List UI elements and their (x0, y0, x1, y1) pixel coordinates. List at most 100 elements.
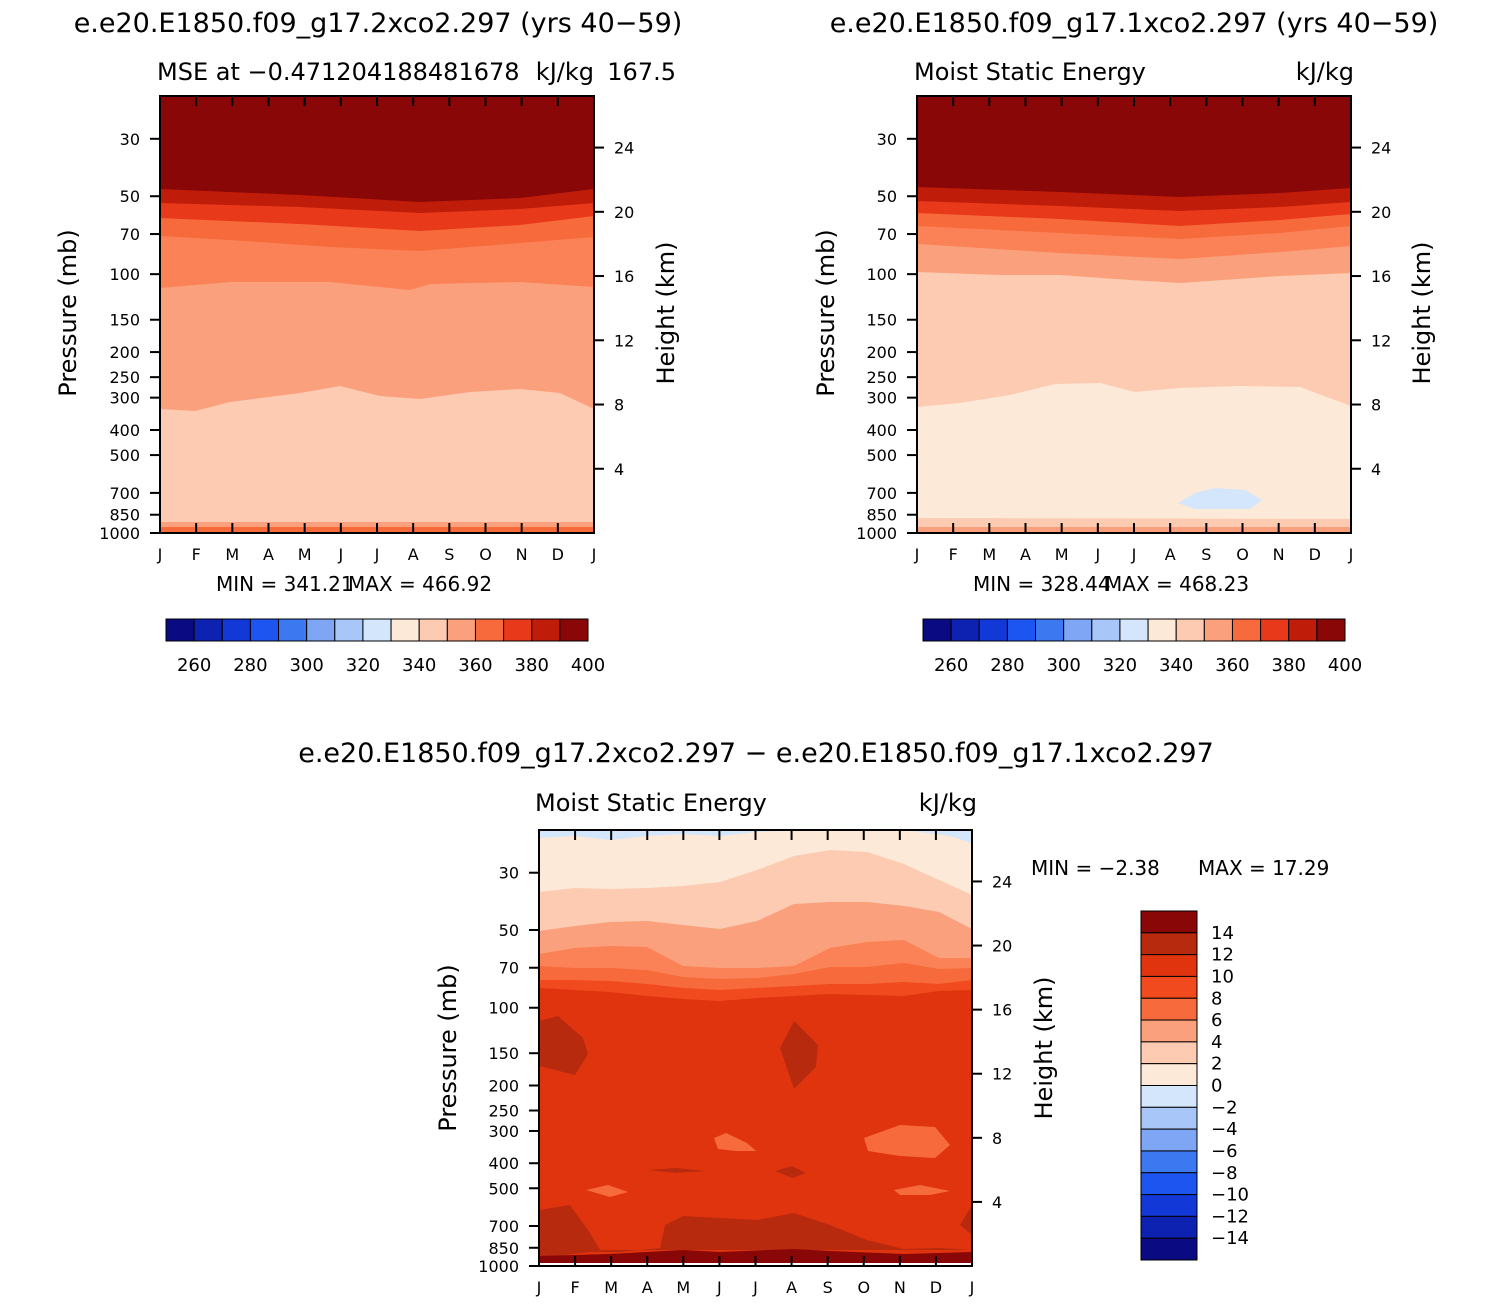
y-tick-right-label: 8 (992, 1129, 1002, 1148)
band-8-10-patch-jun (714, 1133, 756, 1151)
y-tick-right-label: 20 (1371, 203, 1391, 222)
colorbar-label: 8 (1211, 988, 1222, 1009)
y-tick-label: 200 (866, 343, 897, 362)
y-tick-label: 30 (499, 864, 519, 883)
y-tick-label: 1000 (99, 524, 140, 543)
colorbar-2xco2: 260 280 300 320 340 360 380 400 (165, 618, 605, 676)
colorbar-box (1140, 1106, 1198, 1130)
panel-1xco2: e.e20.E1850.f09_g17.1xco2.297 (yrs 40−59… (812, 8, 1438, 676)
max-label-difference: MAX = 17.29 (1198, 856, 1329, 880)
y-tick-label: 200 (488, 1076, 519, 1095)
axes-2xco2: J F M A M J J A S O N D J 30 50 70 100 150 200 250 300 400 500… (99, 96, 634, 564)
x-tick-label: M (225, 545, 239, 564)
colorbar-box (1203, 618, 1233, 642)
colorbar-label: 280 (233, 655, 267, 676)
colorbar-label: 4 (1211, 1032, 1222, 1053)
y-tick-right-label: 4 (1371, 460, 1381, 479)
y-tick-label: 50 (120, 187, 140, 206)
y-tick-label: 70 (877, 225, 897, 244)
colorbar-box (249, 618, 280, 642)
x-tick-label: D (552, 545, 564, 564)
colorbar-box (1140, 1194, 1198, 1217)
colorbar-box (418, 618, 448, 642)
x-tick-label: A (1165, 545, 1176, 564)
y-tick-label: 250 (488, 1102, 519, 1121)
ylabel-right-1xco2: Height (km) (1408, 242, 1436, 385)
colorbar-box (1140, 932, 1198, 956)
colorbar-label: 340 (402, 655, 436, 676)
y-tick-label: 150 (866, 311, 897, 330)
y-tick-right-label: 24 (614, 139, 634, 158)
colorbar-box (1140, 1041, 1198, 1065)
colorbar-label: 0 (1211, 1076, 1222, 1097)
colorbar-label: 400 (1328, 655, 1362, 676)
y-tick-label: 850 (109, 506, 140, 525)
panel-title-difference: Moist Static Energy (535, 789, 767, 817)
colorbar-box (1140, 1063, 1198, 1086)
x-tick-label: N (894, 1278, 906, 1297)
colorbar-box (1119, 618, 1149, 642)
x-tick-label: S (823, 1278, 833, 1297)
y-tick-label: 1000 (478, 1257, 519, 1276)
colorbar-label: 12 (1211, 945, 1234, 966)
colorbar-box (1140, 954, 1198, 977)
colorbar-box (1063, 618, 1093, 642)
colorbar-box (1316, 618, 1346, 642)
min-label-2xco2: MIN = 341.21 (216, 572, 354, 596)
min-label-1xco2: MIN = 328.44 (973, 572, 1111, 596)
colorbar-label: 360 (458, 655, 492, 676)
y-tick-right-label: 8 (1371, 396, 1381, 415)
colorbar-box (559, 618, 589, 642)
colorbar-label: −6 (1211, 1141, 1238, 1162)
panel-difference: e.e20.E1850.f09_g17.2xco2.297 − e.e20.E1… (298, 738, 1329, 1297)
colorbar-box (1140, 1019, 1198, 1043)
x-tick-label: O (479, 545, 492, 564)
colorbar-box (1260, 618, 1290, 642)
y-tick-label: 400 (866, 421, 897, 440)
x-tick-label: A (1020, 545, 1031, 564)
max-label-1xco2: MAX = 468.23 (1105, 572, 1249, 596)
band-12-14-spring (539, 1016, 588, 1075)
y-tick-label: 250 (109, 368, 140, 387)
y-tick-label: 100 (866, 265, 897, 284)
colorbar-box (1140, 1085, 1198, 1108)
colorbar-box (221, 618, 251, 642)
y-tick-label: 30 (120, 130, 140, 149)
y-tick-right-label: 16 (992, 1001, 1012, 1020)
y-tick-label: 400 (109, 421, 140, 440)
x-tick-label: A (642, 1278, 653, 1297)
colorbar-box (1231, 618, 1262, 642)
colorbar-box (165, 618, 195, 642)
x-tick-label: J (591, 545, 597, 564)
colorbar-label: 300 (289, 655, 323, 676)
x-tick-label: D (930, 1278, 942, 1297)
colorbar-label: −12 (1211, 1206, 1249, 1227)
colorbar-box (1140, 1128, 1198, 1152)
colorbar-label: 260 (934, 655, 968, 676)
colorbar-box (306, 618, 336, 642)
colorbar-box (978, 618, 1008, 642)
y-tick-right-label: 8 (614, 396, 624, 415)
colorbar-label: −14 (1211, 1228, 1249, 1249)
x-tick-label: M (676, 1278, 690, 1297)
y-tick-right-label: 20 (614, 203, 634, 222)
y-tick-label: 500 (488, 1179, 519, 1198)
y-tick-label: 300 (488, 1122, 519, 1141)
y-tick-label: 70 (499, 959, 519, 978)
colorbar-label: 400 (571, 655, 605, 676)
axes-1xco2: J F M A M J J A S O N D J 30 50 70 100 150 200 250 300 400 500… (856, 96, 1391, 564)
colorbar-box (1140, 997, 1198, 1021)
colorbar-label: −8 (1211, 1163, 1238, 1184)
panel-units-difference: kJ/kg (919, 789, 977, 817)
x-tick-label: N (1273, 545, 1285, 564)
band-12-14-thin-aug (775, 1166, 806, 1178)
x-tick-label: J (1131, 545, 1137, 564)
x-tick-label: N (516, 545, 528, 564)
x-tick-label: M (298, 545, 312, 564)
x-tick-label: O (857, 1278, 870, 1297)
y-tick-label: 1000 (856, 524, 897, 543)
band-320-patch (1178, 488, 1262, 509)
min-label-difference: MIN = −2.38 (1031, 856, 1160, 880)
